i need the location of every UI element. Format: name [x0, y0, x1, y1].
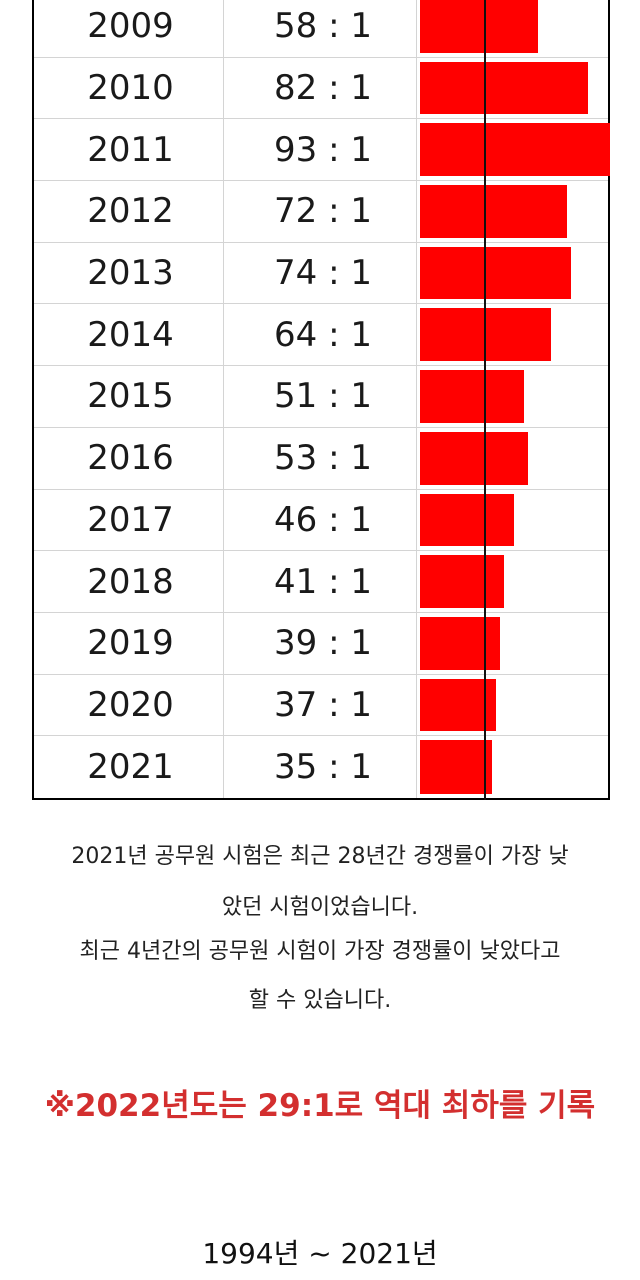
bar-cell [417, 304, 608, 365]
ratio-bar [420, 246, 571, 300]
ratio-bar [420, 493, 514, 547]
table-row: 2013 74 : 1 [34, 242, 608, 305]
ratio-cell: 46 : 1 [224, 489, 417, 551]
bar-cell [417, 119, 610, 180]
table-row: 2021 35 : 1 [34, 736, 608, 798]
ratio-cell: 58 : 1 [224, 0, 417, 57]
ratio-cell: 74 : 1 [224, 242, 417, 304]
year-cell: 2021 [34, 736, 224, 798]
year-cell: 2019 [34, 612, 224, 674]
ratio-bar [420, 431, 528, 485]
table-row: 2017 46 : 1 [34, 489, 608, 552]
table-row: 2018 41 : 1 [34, 551, 608, 613]
ratio-cell: 37 : 1 [224, 674, 417, 736]
ratio-cell: 82 : 1 [224, 57, 417, 119]
bar-reference-line [484, 0, 486, 800]
table-row: 2019 39 : 1 [34, 612, 608, 675]
year-cell: 2018 [34, 551, 224, 612]
highlight-note: ※2022년도는 29:1로 역대 최하를 기록 [44, 1088, 596, 1124]
ratio-bar [420, 555, 504, 608]
ratio-cell: 53 : 1 [224, 427, 417, 489]
year-cell: 2010 [34, 57, 224, 119]
table-row: 2015 51 : 1 [34, 366, 608, 428]
ratio-cell: 72 : 1 [224, 181, 417, 242]
ratio-bar [420, 185, 567, 238]
ratio-bar [420, 123, 610, 177]
bar-cell [417, 490, 608, 551]
year-cell: 2015 [34, 366, 224, 427]
ratio-bar [420, 61, 588, 115]
table-row: 2009 58 : 1 [34, 0, 608, 58]
description-line-2: 았던 시험이었습니다. [221, 895, 419, 920]
bar-cell [417, 428, 608, 489]
ratio-cell: 35 : 1 [224, 736, 417, 798]
description-line-1: 2021년 공무원 시험은 최근 28년간 경쟁률이 가장 낮 [71, 844, 569, 869]
competition-ratio-table: 2009 58 : 1 2010 82 : 1 2011 93 : 1 2012 72 : 1… [32, 0, 610, 800]
table-row: 2016 53 : 1 [34, 427, 608, 490]
ratio-bar [420, 740, 492, 794]
ratio-cell: 41 : 1 [224, 551, 417, 612]
year-cell: 2009 [34, 0, 224, 57]
table-row: 2014 64 : 1 [34, 304, 608, 367]
ratio-cell: 64 : 1 [224, 304, 417, 366]
table-row: 2020 37 : 1 [34, 674, 608, 737]
description-line-4: 할 수 있습니다. [248, 988, 392, 1013]
ratio-bar [420, 616, 500, 670]
table-row: 2012 72 : 1 [34, 181, 608, 243]
table-row: 2010 82 : 1 [34, 57, 608, 120]
year-cell: 2017 [34, 489, 224, 551]
year-cell: 2011 [34, 119, 224, 181]
bar-cell [417, 736, 608, 798]
bar-cell [417, 58, 608, 119]
bar-cell [417, 366, 608, 427]
bar-cell [417, 613, 608, 674]
year-cell: 2012 [34, 181, 224, 242]
bar-cell [417, 0, 608, 57]
ratio-cell: 93 : 1 [224, 119, 417, 181]
ratio-bar [420, 370, 524, 423]
period-caption: 1994년 ~ 2021년 [202, 1237, 438, 1270]
year-cell: 2014 [34, 304, 224, 366]
bar-cell [417, 181, 608, 242]
bar-cell [417, 675, 608, 736]
table-row: 2011 93 : 1 [34, 119, 610, 182]
year-cell: 2013 [34, 242, 224, 304]
ratio-bar [420, 678, 496, 732]
description-line-3: 최근 4년간의 공무원 시험이 가장 경쟁률이 낮았다고 [79, 939, 561, 964]
bar-cell [417, 551, 608, 612]
year-cell: 2020 [34, 674, 224, 736]
ratio-cell: 39 : 1 [224, 612, 417, 674]
bar-cell [417, 243, 608, 304]
year-cell: 2016 [34, 427, 224, 489]
ratio-bar [420, 0, 538, 53]
ratio-cell: 51 : 1 [224, 366, 417, 427]
